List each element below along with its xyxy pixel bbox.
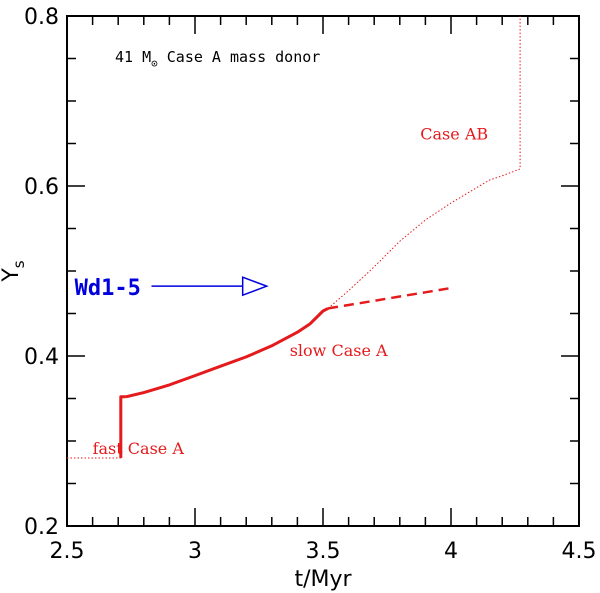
- chart-title-suffix: Case A mass donor: [158, 48, 321, 66]
- x-tick-label: 3: [188, 539, 202, 564]
- y-tick-label: 0.4: [24, 345, 59, 370]
- series-line: [119, 395, 126, 458]
- series-line: [327, 16, 521, 309]
- axis-tick-labels: 2.5 3 3.5 4 4.5 0.2 0.4 0.6 0.8: [24, 5, 597, 564]
- series-lines: [67, 16, 521, 459]
- annotations: fast Case A slow Case A Case AB: [93, 124, 489, 458]
- wd1-5-arrow-head-icon: [241, 276, 269, 297]
- chart-title-prefix: 41 M: [115, 48, 151, 66]
- y-axis-label-subscript: s: [10, 260, 28, 268]
- y-axis-label: Ys: [0, 260, 28, 282]
- x-tick-label: 2.5: [50, 539, 85, 564]
- x-axis-label: t/Myr: [294, 567, 352, 592]
- x-tick-label: 4: [444, 539, 458, 564]
- annotation-label: slow Case A: [290, 341, 388, 360]
- chart-title: 41 M⊙ Case A mass donor: [115, 48, 320, 70]
- series-line: [327, 286, 452, 310]
- y-tick-label: 0.2: [24, 515, 59, 540]
- y-axis-label-main: Y: [0, 268, 24, 283]
- x-tick-label: 3.5: [306, 539, 341, 564]
- y-tick-label: 0.6: [24, 175, 59, 200]
- y-tick-label: 0.8: [24, 5, 59, 30]
- wd1-5-marker: Wd1-5: [75, 276, 269, 301]
- annotation-label: Case AB: [420, 124, 488, 143]
- wd1-5-label: Wd1-5: [75, 276, 141, 301]
- axis-ticks: [66, 15, 580, 527]
- chart-title-subscript: ⊙: [151, 57, 158, 70]
- annotation-label: fast Case A: [93, 439, 185, 458]
- y-axis-label-text: Ys: [0, 260, 28, 282]
- series-line: [125, 307, 329, 399]
- x-tick-label: 4.5: [562, 539, 597, 564]
